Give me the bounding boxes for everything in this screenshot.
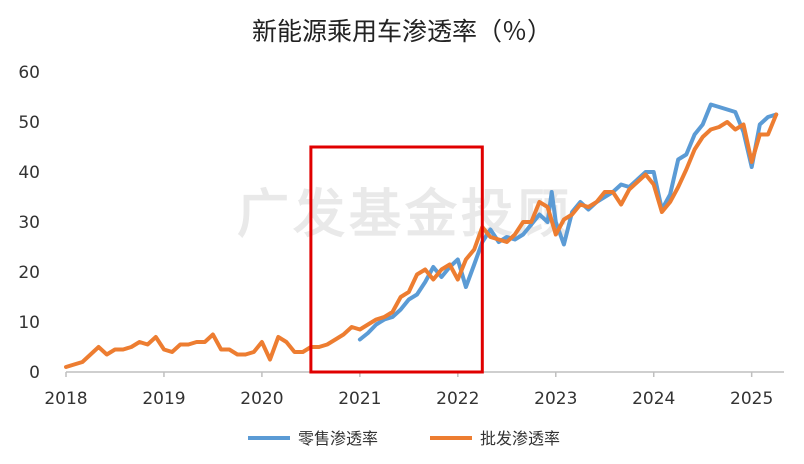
x-tick-label: 2023 — [534, 389, 577, 409]
series-lines — [64, 102, 779, 369]
y-tick-label: 20 — [18, 263, 40, 283]
chart-title: 新能源乘用车渗透率（％） — [252, 17, 552, 46]
x-tick-label: 2024 — [632, 389, 675, 409]
legend-label-2: 批发渗透率 — [480, 429, 560, 448]
x-tick-label: 2021 — [338, 389, 381, 409]
y-tick-label: 60 — [18, 63, 40, 83]
y-tick-label: 50 — [18, 113, 40, 133]
highlight-box — [309, 145, 484, 374]
y-axis: 0 10 20 30 40 50 60 — [18, 63, 40, 383]
y-tick-label: 10 — [18, 313, 40, 333]
x-tick-label: 2019 — [142, 389, 185, 409]
y-tick-label: 0 — [29, 363, 40, 383]
x-tick-label: 2022 — [436, 389, 479, 409]
x-tick-label: 2018 — [44, 389, 87, 409]
x-tick-label: 2020 — [240, 389, 283, 409]
x-axis: 2018 2019 2020 2021 2022 2023 2024 2025 — [44, 372, 773, 409]
legend-label-1: 零售渗透率 — [298, 429, 378, 448]
legend: 零售渗透率 批发渗透率 — [248, 429, 560, 448]
y-tick-label: 40 — [18, 163, 40, 183]
y-tick-label: 30 — [18, 213, 40, 233]
x-tick-label: 2025 — [730, 389, 773, 409]
series-line-1 — [357, 102, 779, 342]
series-line-2 — [64, 112, 779, 369]
